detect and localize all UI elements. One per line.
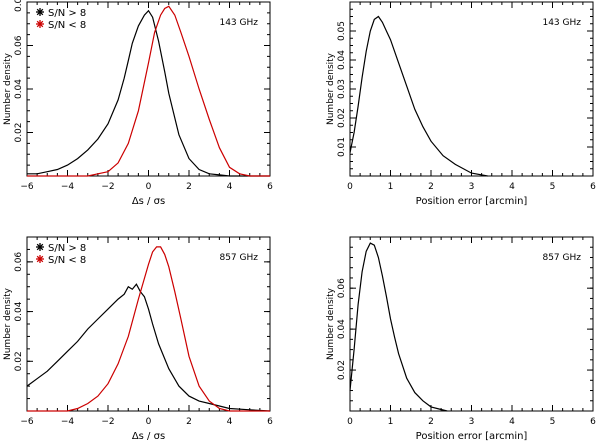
- x-tick-label: −4: [61, 182, 75, 192]
- legend-marker-stroke: [36, 8, 44, 16]
- x-tick-label: 1: [388, 182, 394, 192]
- x-tick-label: 4: [227, 182, 233, 192]
- y-tick-label: 0.05: [337, 21, 347, 41]
- x-tick-label: 6: [590, 182, 596, 192]
- y-axis-label: Number density: [3, 52, 13, 125]
- chart-panel-top-right: 0 1 2 3 4 5 6 0.01 0.02 0.03 0.04 0.05 Position erro…: [326, 1, 596, 207]
- y-axis-label: Number density: [326, 287, 336, 360]
- y-tick-label: 0.02: [14, 122, 24, 142]
- legend-marker: [36, 255, 44, 263]
- x-tick-label: 2: [186, 182, 192, 192]
- x-axis-label: Δs / σs: [132, 431, 165, 441]
- chart-panel-top-left: −6 −4 −2 0 2 4 6 0.02 0.04 0.06 0.08 Δs / σs Number …: [3, 0, 273, 207]
- x-tick-label: 3: [469, 417, 475, 427]
- x-tick-label: −2: [101, 417, 114, 427]
- x-tick-label: 4: [509, 182, 515, 192]
- y-tick-label: 0.02: [14, 351, 24, 371]
- x-tick-label: 4: [227, 417, 233, 427]
- legend-marker: [36, 8, 44, 16]
- y-tick-label: 0.02: [337, 360, 347, 380]
- x-tick-label: −2: [101, 182, 114, 192]
- x-tick-label: 1: [388, 417, 394, 427]
- y-tick-label: 0.02: [337, 108, 347, 128]
- x-tick-label: 2: [428, 182, 434, 192]
- series-line-s-n-8: [27, 5, 270, 177]
- x-tick-label: 3: [469, 182, 475, 192]
- legend-marker-stroke: [36, 243, 44, 251]
- x-tick-label: 0: [146, 417, 152, 427]
- y-tick-label: 0.04: [14, 301, 24, 321]
- legend-label: S/N < 8: [48, 255, 86, 266]
- x-tick-label: 2: [186, 417, 192, 427]
- plot-frame: [349, 1, 594, 177]
- series-line-position-error: [349, 15, 488, 177]
- y-tick-label: 0.06: [14, 35, 24, 55]
- y-tick-label: 0.06: [337, 278, 347, 298]
- x-tick-label: 0: [146, 182, 152, 192]
- chart-panel-bottom-left: −6 −4 −2 0 2 4 6 0.02 0.04 0.06 Δs / σs Number dens…: [3, 236, 273, 441]
- x-tick-label: 2: [428, 417, 434, 427]
- series-line-s-n-8: [26, 283, 271, 412]
- legend-label: S/N > 8: [48, 8, 86, 19]
- x-tick-label: −6: [20, 182, 34, 192]
- x-axis-label: Position error [arcmin]: [416, 196, 528, 207]
- series-line-position-error: [349, 242, 448, 412]
- x-tick-label: 6: [267, 182, 273, 192]
- y-tick-label: 0.04: [14, 79, 24, 99]
- y-tick-label: 0.01: [337, 137, 347, 157]
- series-line-s-n-8: [27, 246, 270, 412]
- y-axis-label: Number density: [326, 52, 336, 125]
- x-tick-label: 4: [509, 417, 515, 427]
- x-tick-label: 0: [347, 417, 353, 427]
- x-axis-label: Position error [arcmin]: [416, 431, 528, 441]
- legend-label: S/N > 8: [48, 243, 86, 254]
- frequency-annotation: 143 GHz: [219, 18, 258, 28]
- legend-label: S/N < 8: [48, 20, 86, 31]
- x-tick-label: 5: [550, 417, 556, 427]
- legend-marker-stroke: [36, 255, 44, 263]
- legend-marker-stroke: [36, 20, 44, 28]
- y-tick-label: 0.04: [337, 319, 347, 339]
- x-tick-label: −6: [20, 417, 34, 427]
- x-tick-label: −4: [61, 417, 75, 427]
- frequency-annotation: 143 GHz: [542, 18, 581, 28]
- chart-panel-bottom-right: 0 1 2 3 4 5 6 0.02 0.04 0.06 Position error [arcmi…: [326, 236, 596, 441]
- plot-frame: [349, 236, 594, 412]
- x-tick-label: 0: [347, 182, 353, 192]
- y-tick-label: 0.03: [337, 79, 347, 99]
- x-tick-label: 6: [590, 417, 596, 427]
- y-tick-label: 0.06: [14, 252, 24, 272]
- series-line-s-n-8: [27, 9, 270, 177]
- legend-marker: [36, 243, 44, 251]
- x-tick-label: 6: [267, 417, 273, 427]
- frequency-annotation: 857 GHz: [542, 253, 581, 263]
- y-axis-label: Number density: [3, 287, 13, 360]
- x-axis-label: Δs / σs: [132, 196, 165, 207]
- legend-marker: [36, 20, 44, 28]
- x-tick-label: 5: [550, 182, 556, 192]
- y-tick-label: 0.04: [337, 50, 347, 70]
- y-tick-label: 0.08: [14, 0, 24, 12]
- frequency-annotation: 857 GHz: [219, 253, 258, 263]
